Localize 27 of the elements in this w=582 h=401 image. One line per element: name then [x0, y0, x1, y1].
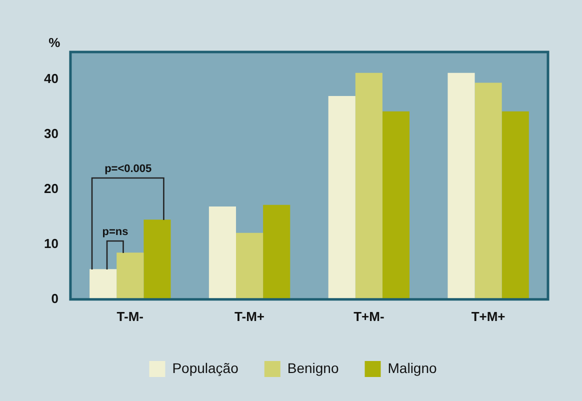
legend-label: Maligno [388, 360, 437, 376]
bar [263, 204, 290, 300]
x-tick-label: T-M- [116, 308, 144, 324]
y-tick-label: 20 [44, 181, 58, 196]
bar [448, 72, 475, 300]
bar [144, 220, 171, 300]
y-tick-label: 0 [51, 290, 58, 306]
bar [474, 82, 502, 300]
bar [236, 232, 264, 300]
x-tick-label: T+M+ [471, 308, 506, 324]
y-tick-label: 10 [44, 236, 58, 251]
bar [208, 206, 236, 300]
bar [382, 111, 410, 300]
legend-label: Benigno [287, 360, 339, 376]
annotation: p=ns [101, 226, 130, 239]
x-tick-label: T-M+ [234, 308, 265, 324]
bar [355, 72, 382, 300]
annotation: p=<0.005 [104, 162, 153, 176]
y-tick-label: 40 [44, 71, 58, 86]
legend-label: População [172, 360, 239, 376]
y-axis-title: % [48, 35, 61, 50]
bar [90, 269, 117, 300]
y-tick-label: 30 [44, 126, 58, 142]
x-tick-label: T+M- [354, 308, 384, 324]
bar [116, 252, 144, 300]
bar [502, 111, 529, 300]
bar [328, 96, 356, 300]
